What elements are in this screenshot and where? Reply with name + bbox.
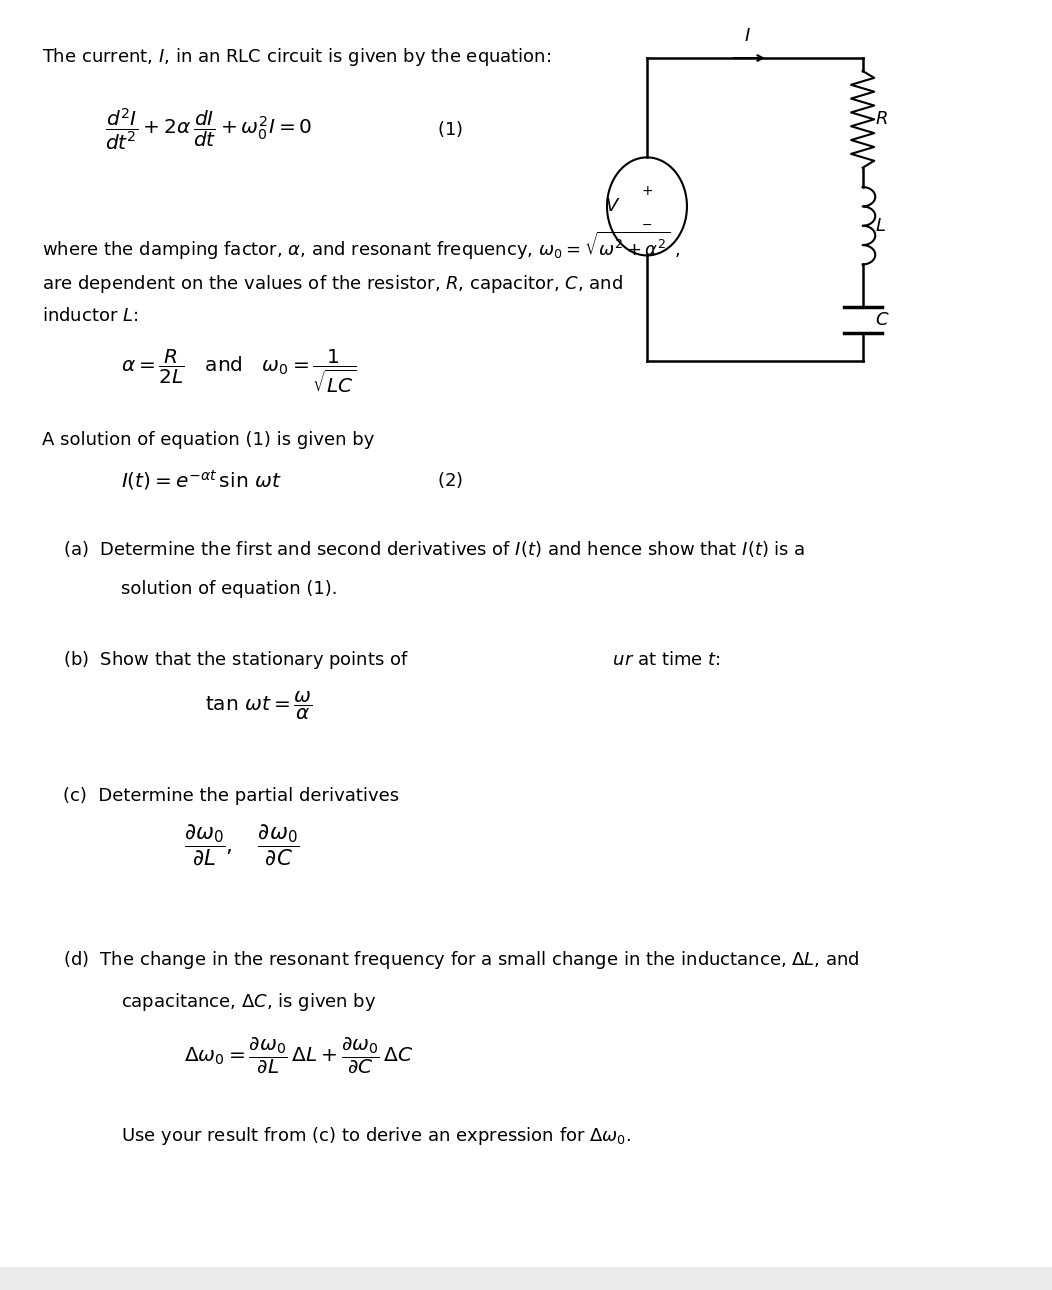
- FancyBboxPatch shape: [0, 1267, 1052, 1290]
- Text: $V$: $V$: [605, 197, 621, 215]
- Text: $L$: $L$: [875, 217, 886, 235]
- Text: $(1)$: $(1)$: [437, 119, 463, 139]
- Text: A solution of equation (1) is given by: A solution of equation (1) is given by: [42, 431, 375, 449]
- Text: $\dfrac{\partial\omega_0}{\partial L},\quad \dfrac{\partial\omega_0}{\partial C}: $\dfrac{\partial\omega_0}{\partial L},\q…: [184, 823, 300, 867]
- Text: $I(t) = e^{-\alpha t}\,\sin\,\omega t$: $I(t) = e^{-\alpha t}\,\sin\,\omega t$: [121, 468, 282, 491]
- Text: $R$: $R$: [875, 110, 888, 128]
- Text: $\alpha = \dfrac{R}{2L}$   and   $\omega_0 = \dfrac{1}{\sqrt{LC}}$: $\alpha = \dfrac{R}{2L}$ and $\omega_0 =…: [121, 348, 357, 395]
- Text: $+$: $+$: [641, 184, 653, 197]
- Text: (b)  Show that the stationary points of                                    $ur$ : (b) Show that the stationary points of $…: [63, 649, 721, 671]
- Text: $\tan\,\omega t = \dfrac{\omega}{\alpha}$: $\tan\,\omega t = \dfrac{\omega}{\alpha}…: [205, 689, 312, 722]
- Text: (d)  The change in the resonant frequency for a small change in the inductance, : (d) The change in the resonant frequency…: [63, 949, 859, 971]
- Text: $(2)$: $(2)$: [437, 470, 463, 490]
- Text: The current, $I$, in an RLC circuit is given by the equation:: The current, $I$, in an RLC circuit is g…: [42, 46, 551, 68]
- Text: Use your result from (c) to derive an expression for $\Delta\omega_0$.: Use your result from (c) to derive an ex…: [121, 1125, 631, 1147]
- Text: where the damping factor, $\alpha$, and resonant frequency, $\omega_0 = \sqrt{\o: where the damping factor, $\alpha$, and …: [42, 230, 681, 262]
- Text: (c)  Determine the partial derivatives: (c) Determine the partial derivatives: [63, 787, 400, 805]
- Text: $\dfrac{d^2I}{dt^2} + 2\alpha\,\dfrac{dI}{dt} + \omega_0^2 I = 0$: $\dfrac{d^2I}{dt^2} + 2\alpha\,\dfrac{dI…: [105, 106, 312, 152]
- Text: capacitance, $\Delta C$, is given by: capacitance, $\Delta C$, is given by: [121, 991, 377, 1013]
- Text: are dependent on the values of the resistor, $R$, capacitor, $C$, and: are dependent on the values of the resis…: [42, 273, 623, 295]
- Text: solution of equation (1).: solution of equation (1).: [121, 580, 338, 599]
- Text: $C$: $C$: [875, 311, 890, 329]
- Text: $-$: $-$: [642, 218, 652, 231]
- Text: $\Delta\omega_0 = \dfrac{\partial\omega_0}{\partial L}\,\Delta L + \dfrac{\parti: $\Delta\omega_0 = \dfrac{\partial\omega_…: [184, 1036, 413, 1075]
- Text: $I$: $I$: [744, 27, 750, 45]
- Text: inductor $L$:: inductor $L$:: [42, 307, 139, 325]
- Text: (a)  Determine the first and second derivatives of $I(t)$ and hence show that $I: (a) Determine the first and second deriv…: [63, 539, 806, 560]
